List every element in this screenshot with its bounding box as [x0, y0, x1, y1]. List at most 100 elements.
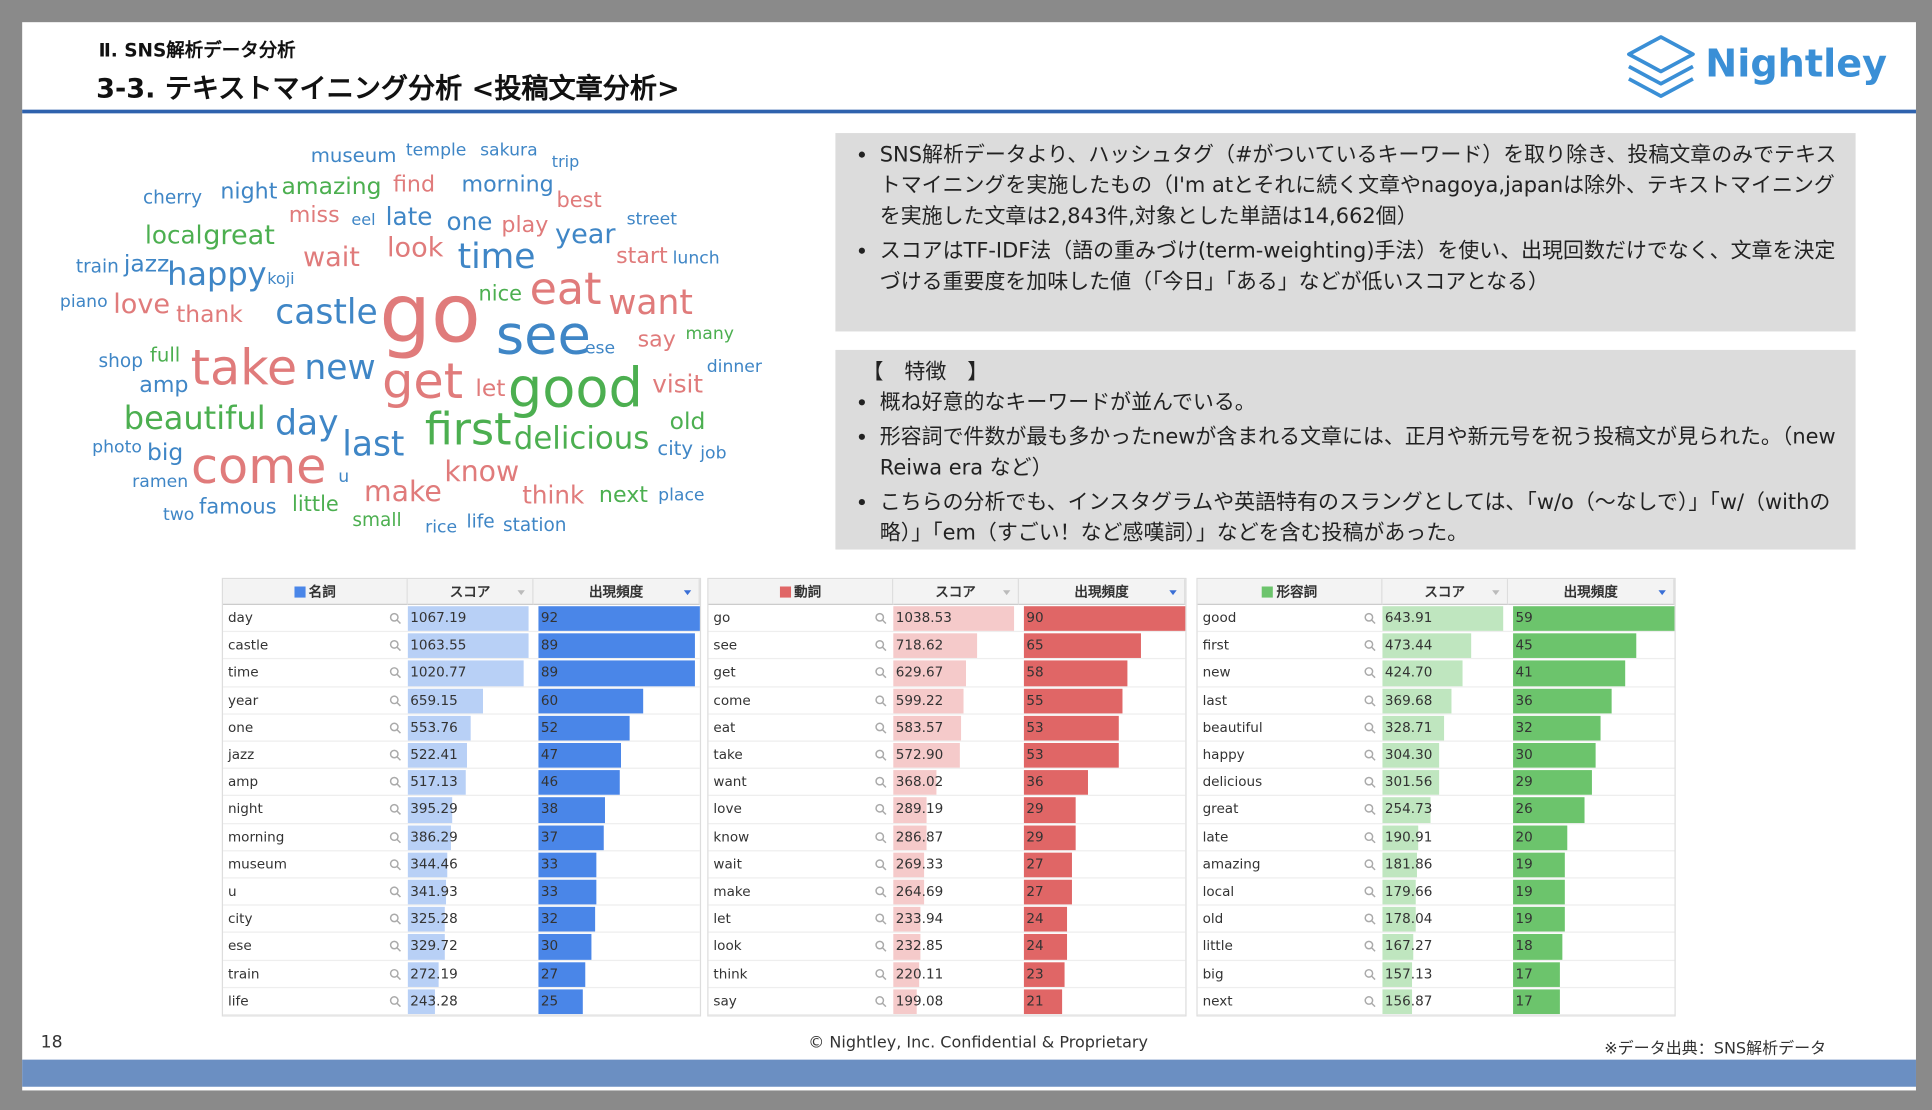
word-cell: first — [1202, 637, 1230, 654]
cloud-word: one — [447, 207, 493, 236]
cloud-word: station — [503, 515, 567, 536]
score-cell: 233.94 — [895, 910, 944, 927]
search-icon — [875, 859, 887, 871]
cloud-word: old — [670, 407, 706, 435]
search-icon-handle — [1370, 673, 1376, 679]
freq-bar — [1023, 606, 1186, 632]
cloud-word: time — [458, 237, 536, 277]
word-cell: new — [1202, 664, 1231, 681]
word-cell: u — [227, 883, 237, 900]
search-icon-lens — [389, 859, 399, 868]
score-bar — [407, 742, 467, 768]
score-bar — [1382, 797, 1431, 823]
freq-bar — [1513, 852, 1566, 878]
search-icon-lens — [1364, 804, 1374, 814]
search-icon — [389, 612, 401, 624]
score-cell: 289.19 — [895, 801, 944, 818]
score-bar — [893, 879, 925, 905]
word-cell: good — [1202, 609, 1237, 626]
score-bar — [893, 989, 917, 1015]
cloud-word: amp — [139, 372, 188, 398]
freq-cell: 19 — [1515, 856, 1533, 873]
freq-bar — [1513, 989, 1560, 1015]
search-icon-lens — [389, 995, 399, 1005]
search-icon-handle — [881, 701, 887, 707]
score-bar — [893, 660, 967, 686]
score-bar — [407, 797, 453, 823]
cloud-word: new — [304, 348, 375, 388]
table-row: know 286.87 29 — [708, 824, 1186, 852]
search-icon — [875, 886, 887, 898]
search-icon — [389, 859, 401, 871]
search-icon-lens — [1364, 941, 1374, 950]
score-bar — [1382, 961, 1412, 987]
word-cell: old — [1202, 910, 1224, 927]
freq-bar — [538, 742, 621, 768]
score-cell: 395.29 — [410, 801, 458, 818]
search-icon-handle — [881, 673, 887, 679]
freq-bar — [1023, 879, 1073, 905]
search-icon-handle — [881, 838, 887, 843]
freq-cell: 23 — [1026, 965, 1044, 982]
search-icon-lens — [875, 831, 885, 841]
cloud-word: street — [627, 209, 678, 229]
search-icon-lens — [389, 749, 399, 759]
cloud-word: amazing — [281, 172, 381, 200]
freq-bar — [538, 660, 695, 686]
freq-bar — [538, 879, 597, 905]
cloud-word: get — [382, 352, 463, 410]
score-bar — [893, 633, 977, 659]
word-cell: think — [713, 965, 748, 982]
search-icon — [1364, 612, 1376, 624]
score-cell: 1063.55 — [410, 637, 467, 654]
word-cell: castle — [227, 637, 269, 654]
cloud-word: eat — [530, 264, 602, 315]
freq-bar — [538, 606, 700, 632]
search-icon-lens — [389, 640, 399, 650]
search-icon-handle — [1370, 783, 1376, 789]
table-row: amazing 181.86 19 — [1197, 851, 1675, 879]
score-cell: 473.44 — [1384, 637, 1433, 654]
score-cell: 643.91 — [1384, 609, 1433, 626]
score-bar — [1382, 770, 1440, 796]
category-swatch — [293, 586, 305, 598]
score-bar — [407, 879, 447, 905]
score-bar — [1382, 633, 1472, 659]
score-cell: 341.93 — [410, 883, 458, 900]
search-icon-lens — [1364, 831, 1374, 841]
search-icon-handle — [881, 892, 887, 898]
freq-cell: 65 — [1026, 637, 1044, 654]
features-heading: 【 特徴 】 — [862, 359, 989, 385]
search-icon — [875, 804, 887, 816]
freq-cell: 60 — [540, 691, 559, 708]
summary-box: SNS解析データより、ハッシュタグ（#がついているキーワード）を取り除き、投稿文… — [835, 133, 1856, 332]
cloud-word: happy — [167, 255, 267, 293]
freq-bar — [1023, 907, 1067, 932]
cloud-word: shop — [99, 351, 143, 372]
freq-cell: 53 — [1026, 746, 1044, 763]
table-row: u 341.93 33 — [223, 879, 700, 906]
search-icon — [875, 831, 887, 843]
cloud-word: delicious — [514, 420, 650, 456]
freq-bar — [1513, 961, 1560, 987]
word-cell: go — [713, 609, 731, 626]
score-bar — [407, 907, 445, 932]
cloud-word: train — [76, 256, 119, 277]
score-cell: 369.68 — [1384, 691, 1433, 708]
search-icon — [1364, 722, 1376, 734]
search-icon-handle — [396, 1002, 401, 1007]
header-column: 出現頻度 — [1018, 579, 1186, 605]
word-cell: amp — [227, 774, 259, 791]
freq-bar — [538, 961, 586, 987]
freq-bar — [538, 770, 620, 796]
search-icon — [1364, 886, 1376, 898]
search-icon-handle — [1370, 728, 1376, 734]
freq-cell: 29 — [1026, 828, 1044, 845]
table-row: want 368.02 36 — [708, 769, 1186, 797]
score-cell: 220.11 — [895, 965, 944, 982]
score-bar — [407, 825, 452, 850]
copyright: © Nightley, Inc. Confidential & Propriet… — [808, 1033, 1148, 1053]
score-bar — [1382, 825, 1419, 850]
